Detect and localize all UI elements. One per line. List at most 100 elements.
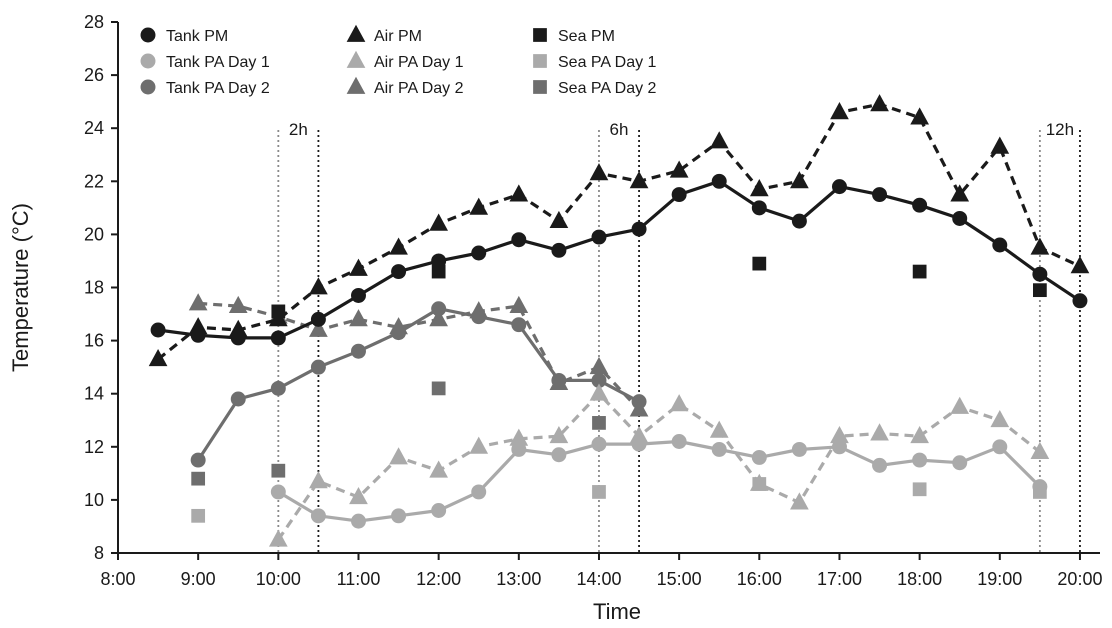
data-point [230, 391, 246, 407]
data-point [830, 102, 849, 120]
data-point [990, 136, 1010, 154]
data-point [310, 311, 326, 327]
data-point [711, 441, 727, 457]
data-point [671, 187, 687, 203]
legend-item-air-pa-day-2: Air PA Day 2 [346, 76, 464, 97]
y-tick-label: 10 [84, 490, 104, 510]
data-point [589, 383, 609, 401]
data-point [669, 160, 689, 178]
data-point [309, 277, 328, 295]
y-tick-label: 14 [84, 384, 104, 404]
data-point [1070, 256, 1090, 274]
legend-marker [533, 80, 547, 94]
data-point [431, 503, 447, 518]
series-sea-pa-day-1 [191, 477, 1047, 523]
data-point [431, 264, 446, 279]
data-point [912, 197, 928, 213]
data-point [469, 197, 489, 215]
data-point [1030, 441, 1050, 460]
data-point [591, 229, 607, 245]
series-line [277, 439, 1042, 523]
data-point [469, 436, 489, 454]
data-point [351, 513, 366, 529]
data-point [509, 428, 529, 446]
y-tick-label: 12 [84, 437, 104, 457]
data-point [351, 287, 366, 303]
legend-label: Air PA Day 2 [374, 80, 464, 97]
legend: Tank PM Tank PA Day 1 Tank PA Day 2 Air PM A… [140, 24, 657, 97]
legend-marker [533, 54, 547, 68]
data-point [791, 213, 807, 229]
data-point [711, 173, 727, 189]
data-point [791, 441, 807, 457]
series-air-pm [148, 94, 1090, 367]
time-markers: 2h 6h 12h [277, 120, 1081, 553]
data-point [629, 399, 649, 417]
legend-label: Air PA Day 1 [374, 54, 464, 71]
legend-marker [346, 50, 366, 68]
data-point [549, 210, 569, 229]
axes: 8 10 12 14 16 18 20 22 24 26 28 8:00 9:00 10:00 11:00… [8, 12, 1102, 624]
series-line [157, 179, 1081, 340]
data-point [471, 245, 487, 261]
data-point [150, 322, 166, 338]
data-point [271, 304, 286, 319]
legend-item-tank-pa-day-2: Tank PA Day 2 [140, 79, 270, 97]
data-point [992, 237, 1008, 253]
legend-marker [346, 24, 366, 42]
data-point [469, 301, 489, 319]
series-air-pa-day-2 [188, 293, 649, 417]
data-point [268, 529, 288, 547]
data-point [950, 184, 970, 202]
y-axis-title: Temperature (°C) [8, 203, 33, 372]
data-point [351, 343, 366, 359]
data-point [148, 348, 168, 367]
legend-label: Air PM [374, 28, 422, 45]
x-tick-label: 19:00 [977, 569, 1022, 589]
legend-item-air-pa-day-1: Air PA Day 1 [346, 50, 464, 71]
data-point [790, 492, 809, 510]
data-point [749, 179, 769, 197]
data-point [509, 295, 529, 314]
data-point [551, 447, 567, 463]
data-point [669, 394, 689, 412]
data-point [790, 171, 809, 189]
y-ticks: 8 10 12 14 16 18 20 22 24 26 28 [84, 12, 118, 563]
data-point [270, 330, 286, 346]
data-point [471, 484, 487, 500]
legend-label: Sea PA Day 2 [558, 80, 657, 97]
data-point [751, 449, 767, 465]
series-sea-pa-day-2 [191, 381, 606, 486]
legend-item-sea-pm: Sea PM [533, 28, 615, 45]
series-tank-pa-day-2 [190, 301, 647, 468]
data-point [511, 317, 527, 333]
data-point [870, 94, 889, 112]
data-point [709, 131, 729, 149]
legend-marker [346, 76, 366, 94]
data-point [429, 309, 449, 327]
data-point [752, 256, 767, 271]
data-point [270, 380, 286, 396]
x-ticks: 8:00 9:00 10:00 11:00 12:00 13:00 14:00 15:00 16… [100, 553, 1102, 589]
legend-marker [140, 79, 156, 95]
x-tick-label: 20:00 [1057, 569, 1102, 589]
data-point [629, 425, 649, 444]
time-marker-6h: 6h [598, 120, 640, 553]
time-marker-label: 2h [289, 120, 308, 139]
x-axis-title: Time [593, 599, 641, 624]
data-point [230, 330, 246, 346]
x-tick-label: 13:00 [496, 569, 541, 589]
data-point [349, 487, 368, 505]
x-tick-label: 18:00 [897, 569, 942, 589]
data-point [1033, 283, 1047, 298]
legend-marker [140, 27, 156, 43]
data-point [591, 436, 607, 452]
data-point [751, 200, 767, 216]
data-point [228, 295, 248, 314]
data-point [1033, 485, 1047, 499]
data-point [1032, 266, 1048, 282]
data-point [191, 508, 206, 523]
data-point [509, 184, 529, 202]
data-point [872, 187, 888, 203]
data-point [952, 455, 968, 471]
